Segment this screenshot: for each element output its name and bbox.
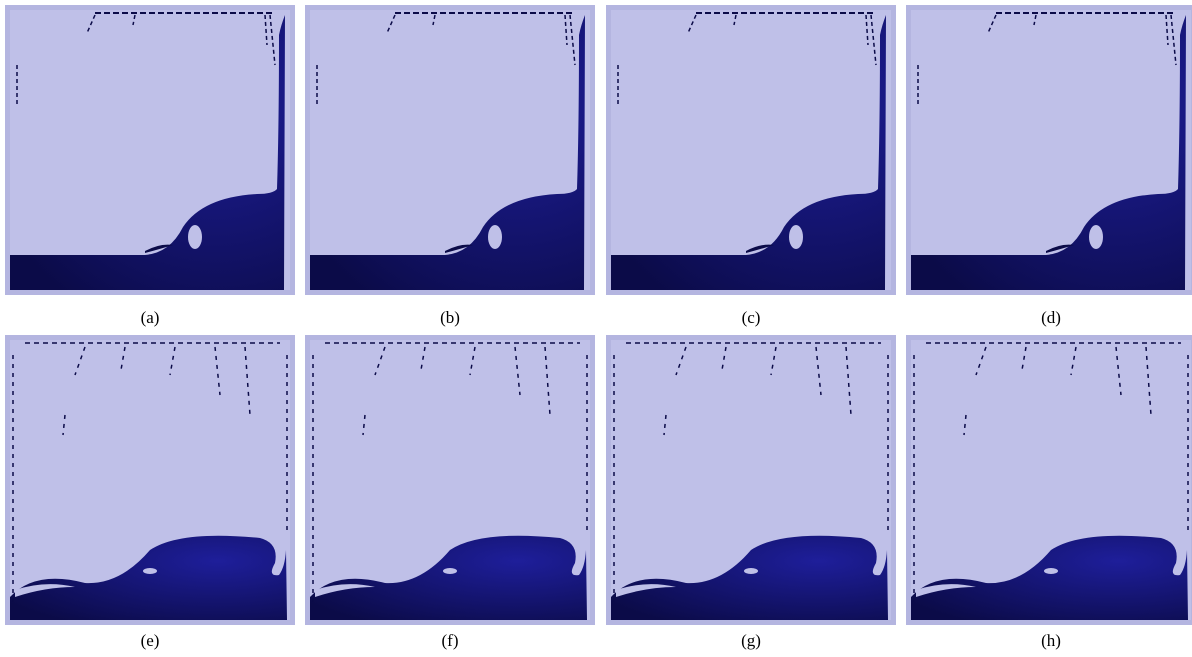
caption: (h) bbox=[1041, 631, 1061, 650]
panel bbox=[906, 5, 1192, 295]
figure: (a) (b) (c) (d) (e) (f) (g) (h) bbox=[0, 0, 1192, 657]
caption: (e) bbox=[141, 631, 160, 650]
panel bbox=[5, 335, 295, 625]
caption: (d) bbox=[1041, 308, 1061, 327]
panel bbox=[906, 335, 1192, 625]
panel bbox=[606, 335, 896, 625]
caption: (c) bbox=[742, 308, 761, 327]
panel bbox=[305, 335, 595, 625]
caption: (f) bbox=[442, 631, 459, 650]
caption: (g) bbox=[741, 631, 761, 650]
caption: (b) bbox=[440, 308, 460, 327]
caption: (a) bbox=[141, 308, 160, 327]
panel bbox=[5, 5, 295, 295]
panel bbox=[305, 5, 595, 295]
panel bbox=[606, 5, 896, 295]
